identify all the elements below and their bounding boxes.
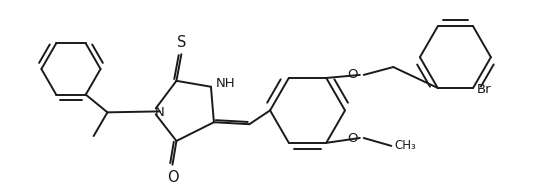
Text: N: N <box>155 106 164 119</box>
Text: S: S <box>177 35 186 50</box>
Text: O: O <box>167 170 178 185</box>
Text: O: O <box>347 68 358 81</box>
Text: CH₃: CH₃ <box>394 139 416 152</box>
Text: O: O <box>347 131 358 145</box>
Text: NH: NH <box>216 77 236 90</box>
Text: Br: Br <box>477 83 492 96</box>
